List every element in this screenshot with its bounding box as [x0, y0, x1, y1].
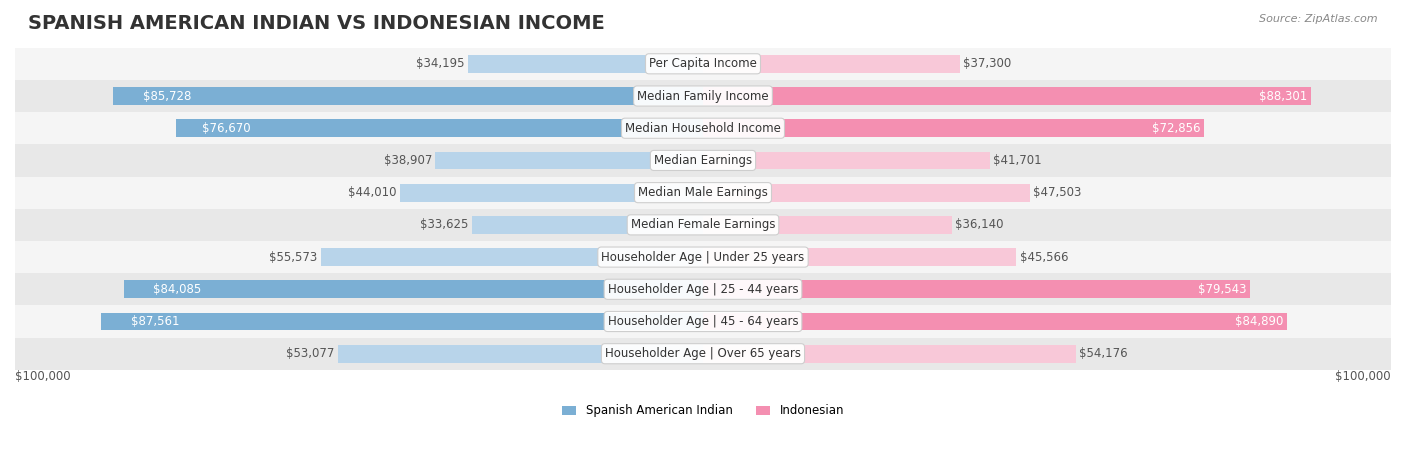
Text: Median Female Earnings: Median Female Earnings: [631, 219, 775, 231]
Text: $44,010: $44,010: [349, 186, 396, 199]
Text: Householder Age | Under 25 years: Householder Age | Under 25 years: [602, 251, 804, 263]
Text: Median Family Income: Median Family Income: [637, 90, 769, 103]
Text: $100,000: $100,000: [1336, 370, 1391, 383]
FancyBboxPatch shape: [15, 241, 1391, 273]
FancyBboxPatch shape: [15, 80, 1391, 112]
FancyBboxPatch shape: [15, 209, 1391, 241]
FancyBboxPatch shape: [471, 216, 703, 234]
Text: $84,890: $84,890: [1236, 315, 1284, 328]
FancyBboxPatch shape: [321, 248, 703, 266]
FancyBboxPatch shape: [176, 120, 703, 137]
FancyBboxPatch shape: [101, 312, 703, 330]
FancyBboxPatch shape: [703, 216, 952, 234]
FancyBboxPatch shape: [703, 281, 1250, 298]
FancyBboxPatch shape: [703, 345, 1076, 362]
FancyBboxPatch shape: [15, 144, 1391, 177]
FancyBboxPatch shape: [15, 338, 1391, 370]
Text: $33,625: $33,625: [420, 219, 468, 231]
Text: Median Male Earnings: Median Male Earnings: [638, 186, 768, 199]
FancyBboxPatch shape: [703, 248, 1017, 266]
FancyBboxPatch shape: [468, 55, 703, 73]
FancyBboxPatch shape: [703, 152, 990, 170]
Text: $45,566: $45,566: [1019, 251, 1069, 263]
Text: $72,856: $72,856: [1153, 122, 1201, 134]
FancyBboxPatch shape: [15, 112, 1391, 144]
FancyBboxPatch shape: [15, 48, 1391, 80]
Text: $55,573: $55,573: [269, 251, 318, 263]
Text: $41,701: $41,701: [994, 154, 1042, 167]
FancyBboxPatch shape: [436, 152, 703, 170]
FancyBboxPatch shape: [15, 177, 1391, 209]
FancyBboxPatch shape: [703, 184, 1029, 201]
Text: Source: ZipAtlas.com: Source: ZipAtlas.com: [1260, 14, 1378, 24]
Text: $53,077: $53,077: [285, 347, 335, 360]
FancyBboxPatch shape: [337, 345, 703, 362]
FancyBboxPatch shape: [703, 87, 1310, 105]
Text: $76,670: $76,670: [202, 122, 250, 134]
FancyBboxPatch shape: [703, 55, 960, 73]
Text: $34,195: $34,195: [416, 57, 464, 71]
FancyBboxPatch shape: [15, 305, 1391, 338]
Text: Median Household Income: Median Household Income: [626, 122, 780, 134]
Text: Householder Age | 25 - 44 years: Householder Age | 25 - 44 years: [607, 283, 799, 296]
FancyBboxPatch shape: [703, 312, 1286, 330]
Text: $38,907: $38,907: [384, 154, 432, 167]
Text: Householder Age | Over 65 years: Householder Age | Over 65 years: [605, 347, 801, 360]
FancyBboxPatch shape: [114, 87, 703, 105]
Text: $47,503: $47,503: [1033, 186, 1081, 199]
Text: Householder Age | 45 - 64 years: Householder Age | 45 - 64 years: [607, 315, 799, 328]
FancyBboxPatch shape: [401, 184, 703, 201]
Text: $79,543: $79,543: [1198, 283, 1247, 296]
Text: $87,561: $87,561: [131, 315, 179, 328]
Text: $88,301: $88,301: [1258, 90, 1308, 103]
FancyBboxPatch shape: [15, 273, 1391, 305]
FancyBboxPatch shape: [703, 120, 1205, 137]
FancyBboxPatch shape: [125, 281, 703, 298]
Text: SPANISH AMERICAN INDIAN VS INDONESIAN INCOME: SPANISH AMERICAN INDIAN VS INDONESIAN IN…: [28, 14, 605, 33]
Text: $36,140: $36,140: [955, 219, 1004, 231]
Text: $37,300: $37,300: [963, 57, 1011, 71]
Text: $85,728: $85,728: [142, 90, 191, 103]
Text: Median Earnings: Median Earnings: [654, 154, 752, 167]
Text: Per Capita Income: Per Capita Income: [650, 57, 756, 71]
Text: $84,085: $84,085: [153, 283, 201, 296]
Legend: Spanish American Indian, Indonesian: Spanish American Indian, Indonesian: [557, 399, 849, 422]
Text: $100,000: $100,000: [15, 370, 70, 383]
Text: $54,176: $54,176: [1080, 347, 1128, 360]
